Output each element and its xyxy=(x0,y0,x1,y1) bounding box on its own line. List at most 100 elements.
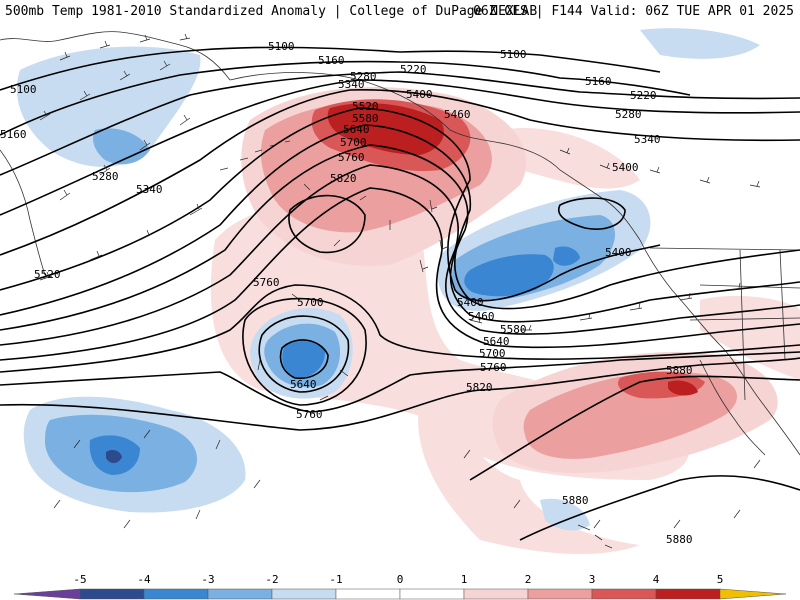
contour-5280 xyxy=(0,79,800,216)
contour-5760 xyxy=(0,351,800,413)
anomaly-area-positive-weak xyxy=(418,400,640,555)
colorbar-tick: 5 xyxy=(717,573,724,586)
colorbar-swatch xyxy=(207,588,273,600)
anomaly-area-negative-4 xyxy=(106,449,122,464)
contour-label: 5580 xyxy=(500,323,527,336)
contour-label: 5400 xyxy=(605,246,632,259)
anomaly-colorbar: -5 -4 -3 -2 -1 0 1 2 3 4 5 xyxy=(13,573,787,600)
model-run-info: 06Z GFS | F144 Valid: 06Z TUE APR 01 202… xyxy=(473,4,794,19)
colorbar-tick: 4 xyxy=(653,573,660,586)
contour-label: 5400 xyxy=(406,88,433,101)
colorbar-tick: -5 xyxy=(73,573,86,586)
contour-label: 5760 xyxy=(296,408,323,421)
contour-label: 5760 xyxy=(253,276,280,289)
colorbar-tick: -4 xyxy=(137,573,151,586)
state-borders xyxy=(649,247,800,401)
colorbar-swatch xyxy=(527,588,593,600)
contour-label: 5400 xyxy=(612,161,639,174)
colorbar-swatch-min xyxy=(13,588,81,600)
temperature-anomaly-shading xyxy=(16,28,800,555)
anomaly-area-negative-3 xyxy=(553,246,580,266)
contour-label: 5700 xyxy=(297,296,324,309)
contour-label: 5700 xyxy=(479,347,506,360)
hawaii-islands xyxy=(577,524,613,549)
contour-5460 xyxy=(0,124,800,316)
anomaly-area-positive-4 xyxy=(327,103,444,155)
colorbar-swatches xyxy=(13,588,787,600)
contour-5580 xyxy=(0,164,800,346)
anomaly-area-negative-1 xyxy=(540,498,590,531)
contour-5400-closed xyxy=(558,197,626,230)
contour-5880-lower xyxy=(519,475,800,541)
contour-5820-closed xyxy=(288,194,366,254)
contour-label: 5820 xyxy=(466,381,493,394)
contour-label: 5640 xyxy=(343,123,370,136)
anomaly-area-negative-3 xyxy=(282,340,325,378)
contour-label: 5220 xyxy=(400,63,427,76)
contour-5640-closed xyxy=(279,339,329,380)
aleutian-islands xyxy=(219,140,291,171)
colorbar-swatch xyxy=(271,588,337,600)
colorbar-swatch xyxy=(399,588,465,600)
contour-5880 xyxy=(469,375,800,481)
anomaly-area-positive-weak xyxy=(500,128,640,189)
contour-label: 5760 xyxy=(338,151,365,164)
north-america-coast xyxy=(639,239,800,456)
anomaly-area-negative-3 xyxy=(464,254,554,297)
contour-label: 5760 xyxy=(480,361,507,374)
contour-label: 5640 xyxy=(290,378,317,391)
contour-labels: 5100 5100 5100 5160 5160 5160 5220 5220 … xyxy=(0,40,693,546)
colorbar-tick: -2 xyxy=(265,573,278,586)
colorbar-tick: 1 xyxy=(461,573,468,586)
contour-label: 5460 xyxy=(444,108,471,121)
contour-label: 5580 xyxy=(352,112,379,125)
contour-5400 xyxy=(0,107,661,302)
contour-5700-closed xyxy=(258,315,350,393)
contour-label: 5160 xyxy=(585,75,612,88)
map-header: 500mb Temp 1981-2010 Standardized Anomal… xyxy=(0,0,800,24)
contour-5520 xyxy=(0,144,800,331)
contour-label: 5280 xyxy=(350,70,377,83)
contour-label: 5340 xyxy=(136,183,163,196)
anomaly-area-negative-1 xyxy=(640,28,760,59)
anomaly-map: 5100 5100 5100 5160 5160 5160 5220 5220 … xyxy=(0,24,800,572)
colorbar-tick: 3 xyxy=(589,573,596,586)
contour-5100 xyxy=(0,46,661,91)
contour-label: 5100 xyxy=(268,40,295,53)
colorbar-swatch xyxy=(335,588,401,600)
contour-label: 5340 xyxy=(634,133,661,146)
colorbar-swatch xyxy=(79,588,145,600)
colorbar-tick: -1 xyxy=(329,573,342,586)
contour-label: 5520 xyxy=(34,268,61,281)
anomaly-area-positive-weak xyxy=(700,295,800,380)
map-title: 500mb Temp 1981-2010 Standardized Anomal… xyxy=(5,4,538,19)
contour-5640 xyxy=(0,187,800,361)
contour-label: 5340 xyxy=(338,78,365,91)
contour-label: 5280 xyxy=(615,108,642,121)
colorbar-tick: 0 xyxy=(397,573,404,586)
contour-5160 xyxy=(0,60,691,136)
anomaly-area-negative-2 xyxy=(93,128,150,165)
anomaly-area-negative-1 xyxy=(16,46,201,167)
wind-barbs xyxy=(39,33,761,529)
contour-label: 5280 xyxy=(92,170,119,183)
contour-5820 xyxy=(0,357,800,431)
colorbar-swatch xyxy=(463,588,529,600)
contour-label: 5880 xyxy=(666,533,693,546)
contour-label: 5100 xyxy=(500,48,527,61)
contour-5340 xyxy=(0,88,800,256)
contour-label: 5220 xyxy=(630,89,657,102)
contour-5220 xyxy=(0,71,800,176)
contour-label: 5700 xyxy=(340,136,367,149)
colorbar-swatch xyxy=(591,588,657,600)
anomaly-area-positive-4 xyxy=(668,380,698,396)
contour-label: 5460 xyxy=(468,310,495,323)
height-contours xyxy=(0,46,800,541)
colorbar-ticks: -5 -4 -3 -2 -1 0 1 2 3 4 5 xyxy=(73,573,723,586)
colorbar-swatch xyxy=(655,588,721,600)
contour-label: 5820 xyxy=(330,172,357,185)
contour-label: 5640 xyxy=(483,335,510,348)
colorbar-tick: -3 xyxy=(201,573,214,586)
contour-label: 5100 xyxy=(10,83,37,96)
contour-label: 5160 xyxy=(318,54,345,67)
